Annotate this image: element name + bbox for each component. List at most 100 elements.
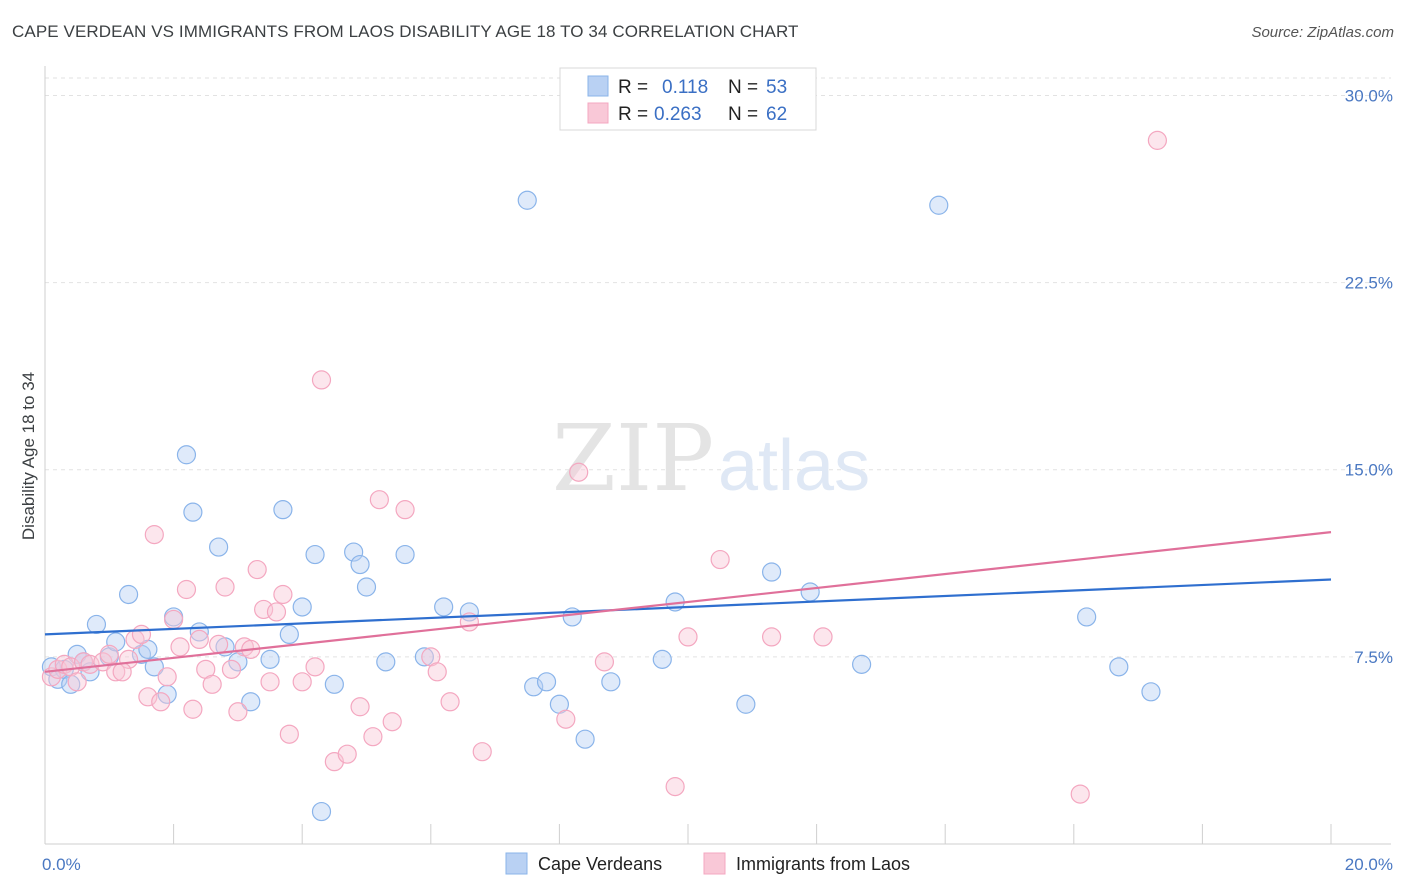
data-point: [524, 677, 544, 697]
data-point: [311, 801, 332, 822]
grid-lines: [45, 77, 1391, 658]
data-point: [241, 692, 261, 712]
data-point: [266, 602, 287, 622]
data-point: [337, 744, 357, 764]
data-point: [189, 629, 209, 650]
data-point: [472, 742, 492, 762]
data-point: [144, 525, 164, 545]
data-point: [813, 627, 833, 647]
legend-swatch-cape-verdeans: [587, 75, 609, 97]
data-point: [1109, 657, 1129, 677]
data-point: [183, 699, 203, 719]
legend-r-value: 0.118: [662, 77, 708, 98]
data-point: [311, 370, 332, 390]
data-point: [99, 644, 119, 664]
trend-line-immigrants-from-laos: [44, 531, 1332, 673]
data-point: [221, 659, 242, 679]
data-point: [761, 627, 782, 647]
x-tick-labels: 0.0% 20.0%: [42, 855, 1393, 874]
data-point: [665, 777, 685, 797]
legend-r-label: R =: [618, 77, 648, 98]
data-point: [440, 692, 460, 712]
data-point: [363, 727, 383, 747]
x-tick-label: 0.0%: [42, 855, 81, 874]
data-point: [350, 697, 370, 717]
watermark: ZIP atlas: [552, 405, 870, 512]
data-point: [594, 652, 615, 672]
data-point: [710, 549, 730, 570]
data-point: [852, 654, 872, 674]
watermark-zip: ZIP: [552, 405, 714, 512]
data-point: [1070, 784, 1090, 804]
data-point: [215, 577, 235, 597]
legend-n-value: 53: [766, 77, 787, 98]
watermark-atlas: atlas: [718, 426, 870, 506]
data-point: [209, 537, 229, 557]
data-point: [376, 652, 396, 672]
y-tick-label: 15.0%: [1345, 461, 1393, 480]
data-point: [209, 634, 229, 654]
y-tick-label: 22.5%: [1345, 274, 1393, 293]
y-tick-label: 7.5%: [1354, 648, 1393, 667]
bottom-legend: Cape Verdeans Immigrants from Laos: [505, 852, 910, 875]
bottom-legend-swatch-cape-verdeans: [505, 852, 528, 875]
data-point: [1141, 682, 1161, 702]
data-point: [305, 544, 325, 565]
data-point: [652, 649, 672, 669]
data-point: [761, 562, 782, 582]
data-point: [350, 554, 370, 575]
y-axis-label: Disability Age 18 to 34: [19, 372, 38, 540]
data-point: [369, 490, 389, 510]
data-point: [176, 579, 197, 600]
x-tick-label: 20.0%: [1345, 855, 1393, 874]
y-tick-labels: 7.5% 15.0% 22.5% 30.0%: [1345, 86, 1393, 666]
data-point: [176, 445, 197, 465]
data-point: [86, 614, 107, 635]
source-label: Source: ZipAtlas.com: [1251, 24, 1394, 41]
bottom-legend-label: Cape Verdeans: [538, 854, 662, 874]
data-point: [395, 544, 415, 565]
data-point: [273, 500, 293, 520]
axes: [44, 66, 1391, 845]
data-point: [138, 687, 158, 707]
data-point: [170, 637, 190, 657]
data-point: [112, 662, 132, 682]
data-point: [260, 672, 280, 692]
data-point: [118, 584, 139, 605]
legend: R = 0.118 N = 53 R = 0.263 N = 62: [559, 67, 817, 131]
data-point: [324, 674, 344, 694]
data-point: [292, 672, 312, 692]
data-point: [434, 597, 454, 617]
data-point: [1147, 130, 1167, 150]
data-point: [736, 694, 756, 714]
data-point: [157, 667, 177, 687]
data-point: [1077, 607, 1097, 627]
legend-n-label: N =: [728, 77, 758, 98]
data-point: [575, 729, 595, 749]
data-point: [183, 502, 203, 522]
data-point: [279, 724, 299, 744]
data-point: [131, 624, 152, 645]
data-point: [414, 647, 434, 667]
data-point: [164, 609, 184, 630]
data-point: [247, 559, 267, 580]
data-point: [569, 462, 589, 482]
legend-swatch-immigrants-from-laos: [587, 102, 609, 124]
data-point: [601, 672, 621, 692]
data-point: [536, 672, 557, 692]
bottom-legend-label: Immigrants from Laos: [736, 854, 910, 874]
legend-r-value: 0.263: [654, 104, 702, 125]
data-point: [106, 632, 126, 652]
data-point: [151, 692, 171, 712]
data-point: [427, 662, 447, 682]
data-point: [517, 190, 537, 210]
data-point: [395, 500, 415, 520]
data-point: [292, 597, 312, 617]
data-point: [202, 674, 222, 694]
series-immigrants-from-laos-points: [41, 130, 1167, 804]
chart-title: CAPE VERDEAN VS IMMIGRANTS FROM LAOS DIS…: [12, 22, 799, 41]
trend-line-cape-verdeans: [44, 578, 1332, 636]
data-point: [800, 582, 820, 602]
legend-r-label: R =: [618, 104, 648, 125]
